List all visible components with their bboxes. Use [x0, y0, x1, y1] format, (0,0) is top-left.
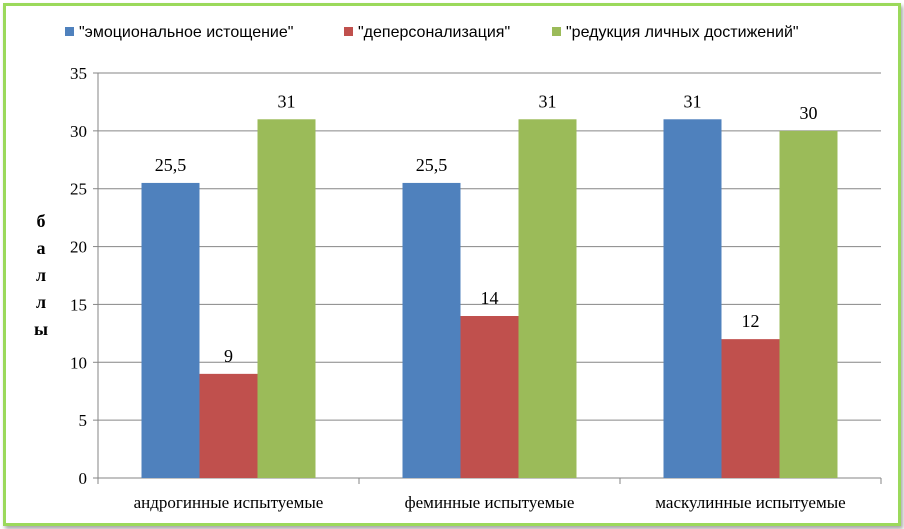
bar	[199, 373, 258, 478]
y-axis-label-letter: л	[36, 292, 46, 312]
legend-swatch	[552, 27, 561, 36]
legend-swatch	[344, 27, 353, 36]
data-label: 31	[539, 91, 557, 111]
y-axis-label-letter: л	[36, 265, 46, 285]
bar	[663, 119, 722, 479]
legend-swatch	[65, 27, 74, 36]
bar	[257, 119, 316, 479]
x-category-label: маскулинные испытуемые	[655, 493, 845, 512]
y-axis-label-letter: б	[37, 211, 46, 231]
x-category-label: феминные испытуемые	[405, 493, 575, 512]
y-tick-label: 0	[79, 469, 88, 488]
bar	[779, 130, 838, 478]
bar	[141, 182, 200, 478]
data-label: 12	[742, 311, 760, 331]
y-axis-label-letter: а	[37, 238, 46, 258]
legend-label: "деперсонализация"	[358, 24, 510, 41]
bar	[721, 339, 780, 478]
y-tick-label: 5	[79, 411, 88, 430]
data-label: 25,5	[155, 155, 187, 175]
data-label: 14	[481, 288, 499, 308]
bar	[460, 316, 519, 478]
x-category-label: андрогинные испытуемые	[134, 493, 324, 512]
y-tick-label: 15	[70, 295, 87, 314]
y-tick-label: 10	[70, 353, 87, 372]
y-axis-label-letter: ы	[34, 319, 48, 339]
legend-label: "редукция личных достижений"	[566, 24, 799, 41]
bar	[402, 182, 461, 478]
bar	[518, 119, 577, 479]
y-tick-label: 25	[70, 180, 87, 199]
y-tick-label: 30	[70, 122, 87, 141]
legend-label: "эмоциональное истощение"	[79, 24, 293, 41]
y-tick-label: 35	[70, 64, 87, 83]
data-label: 30	[800, 103, 818, 123]
data-label: 31	[684, 91, 702, 111]
data-label: 31	[278, 91, 296, 111]
data-label: 25,5	[416, 155, 448, 175]
y-tick-label: 20	[70, 238, 87, 257]
data-label: 9	[224, 346, 233, 366]
